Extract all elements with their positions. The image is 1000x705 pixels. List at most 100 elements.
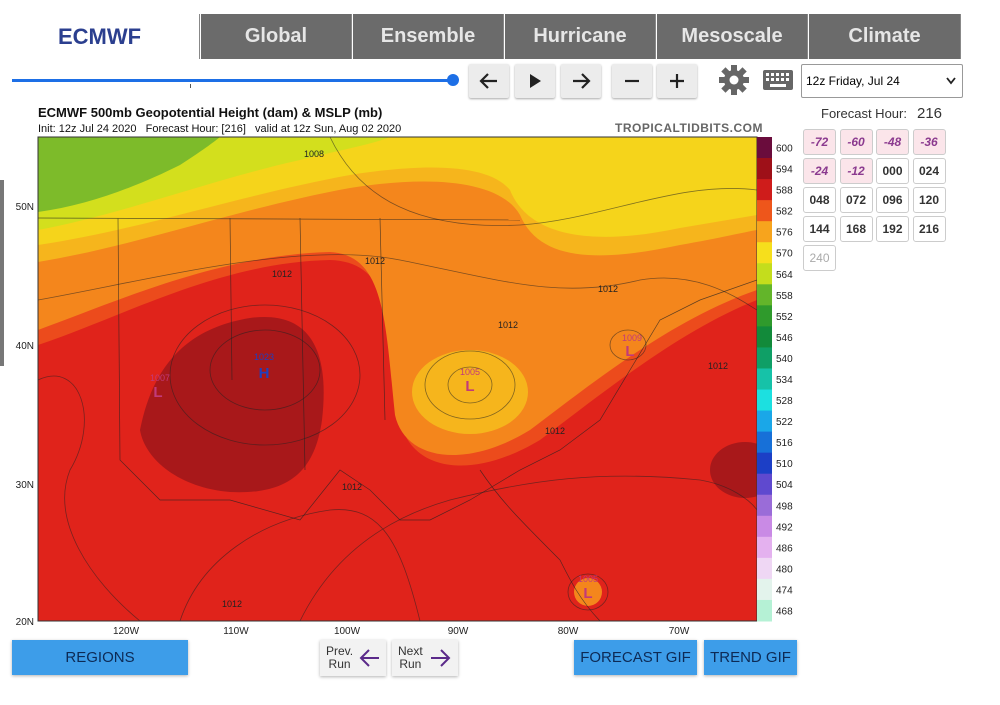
- isobar-label: 1012: [598, 284, 618, 294]
- forecast-hour-button[interactable]: 216: [912, 216, 946, 242]
- colorbar-swatch: [757, 326, 772, 348]
- colorbar-label: 546: [776, 333, 793, 344]
- map-subtitle: Init: 12z Jul 24 2020 Forecast Hour: [21…: [38, 123, 401, 135]
- run-select[interactable]: 12z Friday, Jul 24: [801, 64, 963, 98]
- colorbar-swatch: [757, 389, 772, 412]
- colorbar-swatch: [757, 557, 772, 580]
- lat-label: 50N: [16, 202, 34, 213]
- lon-label: 110W: [223, 626, 249, 637]
- forecast-hour-button[interactable]: 168: [839, 216, 873, 242]
- colorbar-swatch: [757, 473, 772, 496]
- chevron-path: [430, 649, 451, 667]
- isobar-label: 1012: [222, 599, 242, 609]
- isobar-label: 1005: [578, 574, 598, 584]
- colorbar-label: 498: [776, 501, 793, 512]
- forecast-hour-button[interactable]: 000: [876, 158, 909, 184]
- time-slider[interactable]: [12, 79, 454, 82]
- forecast-gif-button[interactable]: FORECAST GIF: [574, 640, 697, 675]
- forecast-hour-button[interactable]: 120: [912, 187, 946, 213]
- forecast-hour-button[interactable]: -12: [839, 158, 873, 184]
- nav-tab[interactable]: ECMWF: [0, 14, 200, 59]
- lat-label: 20N: [16, 617, 34, 628]
- pressure-center: L: [153, 384, 162, 401]
- pressure-center: L: [625, 343, 634, 360]
- colorbar-swatch: [757, 137, 772, 159]
- contour-fill: [38, 137, 220, 212]
- prev-button[interactable]: [469, 64, 509, 98]
- slider-knob[interactable]: [447, 74, 459, 86]
- forecast-hour-button[interactable]: -24: [803, 158, 836, 184]
- colorbar-swatch: [757, 221, 772, 243]
- isobar-label: 1012: [342, 482, 362, 492]
- borders: [38, 217, 757, 621]
- map-title: ECMWF 500mb Geopotential Height (dam) & …: [38, 105, 382, 120]
- contour-fill: [574, 578, 602, 606]
- isobar-label: 1005: [460, 367, 480, 377]
- next-run-button-text: Next Run: [398, 645, 423, 671]
- colorbar-swatch: [757, 515, 772, 538]
- prev-run-button-text: Prev. Run: [326, 645, 353, 671]
- pressure-center: L: [583, 585, 592, 602]
- forecast-hour-button[interactable]: 072: [839, 187, 873, 213]
- lat-label: 40N: [16, 341, 34, 352]
- colorbar-label: 540: [776, 354, 793, 365]
- forecast-hour-button[interactable]: -60: [839, 129, 873, 155]
- colorbar-label: 594: [776, 165, 793, 176]
- colorbar-swatch: [757, 179, 772, 201]
- colorbar-swatch: [757, 452, 772, 475]
- forecast-hour-button[interactable]: 240: [803, 245, 836, 271]
- play-button[interactable]: [515, 64, 555, 98]
- isobars: [38, 137, 757, 621]
- prev-run-button-line: Run: [328, 657, 351, 671]
- forecast-hour-button[interactable]: -72: [803, 129, 836, 155]
- next-button[interactable]: [561, 64, 601, 98]
- forecast-hour-button[interactable]: -48: [876, 129, 909, 155]
- forecast-hour-button[interactable]: 096: [876, 187, 909, 213]
- zoom-in-button[interactable]: [657, 64, 697, 98]
- forecast-hour-label: Forecast Hour:: [821, 106, 907, 121]
- colorbar-label: 552: [776, 312, 793, 323]
- nav-tab[interactable]: Climate: [809, 14, 961, 59]
- colorbar-swatch: [757, 578, 772, 601]
- colorbar-label: 522: [776, 417, 793, 428]
- nav-tab[interactable]: Ensemble: [353, 14, 504, 59]
- regions-button[interactable]: REGIONS: [12, 640, 188, 675]
- scroll-edge: [0, 180, 4, 366]
- forecast-hour-button[interactable]: 144: [803, 216, 836, 242]
- prev-run-button[interactable]: Prev. Run: [320, 640, 386, 676]
- isobar-label: 1007: [150, 373, 170, 383]
- next-run-button-line: Next: [398, 644, 423, 658]
- nav-tab[interactable]: Global: [201, 14, 352, 59]
- watermark: TROPICALTIDBITS.COM: [615, 121, 763, 135]
- plus-icon: [670, 74, 684, 88]
- run-select-text: 12z Friday, Jul 24: [806, 74, 900, 88]
- forecast-hour-button[interactable]: -36: [912, 129, 946, 155]
- colorbar-label: 564: [776, 270, 793, 281]
- pressure-center: L: [465, 378, 474, 395]
- next-run-button-line: Run: [399, 657, 422, 671]
- nav-tab[interactable]: Mesoscale: [657, 14, 808, 59]
- colorbar-label: 528: [776, 396, 793, 407]
- forecast-hour-button[interactable]: 048: [803, 187, 836, 213]
- keyboard-icon[interactable]: [762, 69, 794, 91]
- next-run-button[interactable]: Next Run: [392, 640, 458, 676]
- lon-label: 80W: [558, 626, 579, 637]
- pressure-center: H: [259, 365, 270, 382]
- chevron-path: [359, 649, 380, 667]
- lon-label: 100W: [334, 626, 361, 637]
- nav-tab[interactable]: Hurricane: [505, 14, 656, 59]
- trend-gif-button[interactable]: TREND GIF: [704, 640, 797, 675]
- colorbar-swatch: [757, 368, 772, 391]
- colorbar-label: 468: [776, 606, 793, 617]
- forecast-hour-button[interactable]: 192: [876, 216, 909, 242]
- zoom-out-button[interactable]: [612, 64, 652, 98]
- chevron-icon: [946, 77, 956, 85]
- settings-icon[interactable]: [718, 64, 750, 96]
- colorbar-label: 588: [776, 186, 793, 197]
- forecast-hour-button[interactable]: 024: [912, 158, 946, 184]
- colorbar-label: 570: [776, 249, 793, 260]
- isobar-label: 1012: [272, 269, 292, 279]
- prev-run-button-line: Prev.: [326, 644, 354, 658]
- colorbar-swatch: [757, 494, 772, 517]
- contour-fill: [412, 350, 528, 434]
